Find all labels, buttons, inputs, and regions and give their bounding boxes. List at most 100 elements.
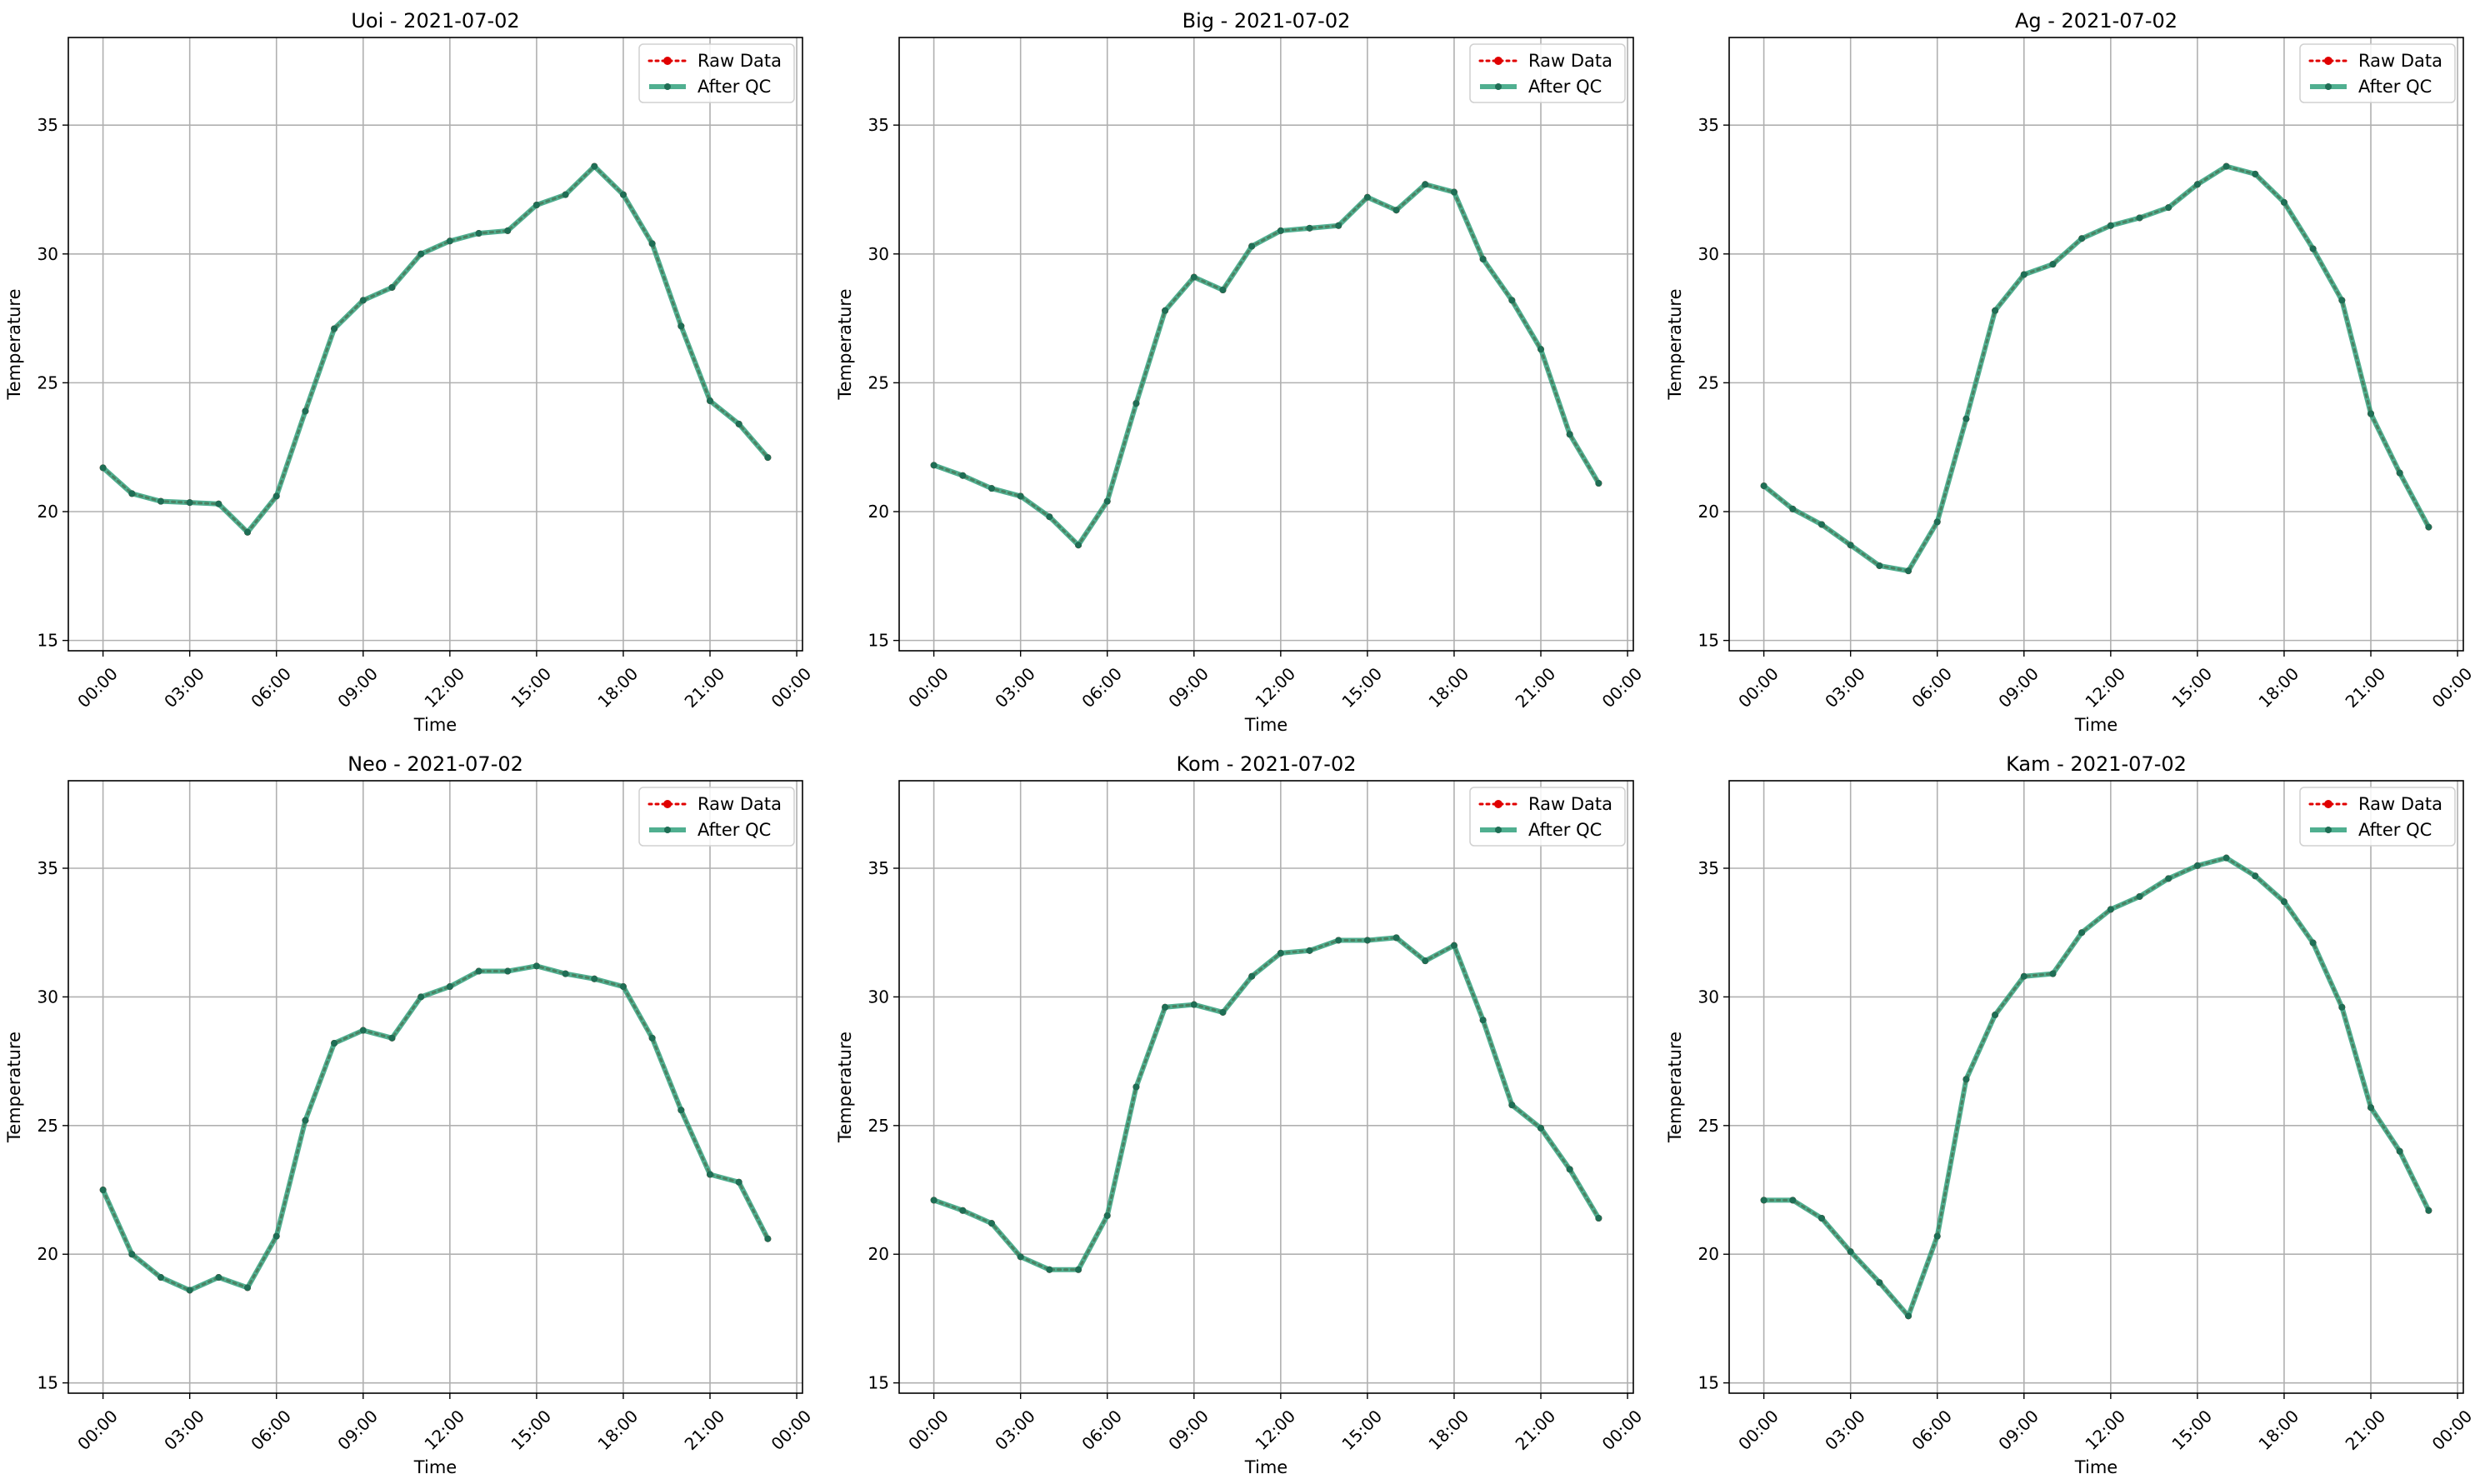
series-raw-data — [1760, 854, 2432, 1320]
after-qc-point — [128, 490, 136, 497]
x-tick-label: 06:00 — [1908, 663, 1956, 712]
x-tick-label: 06:00 — [1908, 1406, 1956, 1454]
raw-data-line — [932, 936, 1600, 1272]
legend-raw-data-marker — [2324, 800, 2332, 808]
after-qc-point — [2425, 1207, 2432, 1214]
after-qc-point — [215, 500, 222, 507]
x-tick-label: 15:00 — [1338, 1406, 1386, 1454]
raw-data-line — [1762, 857, 2430, 1319]
after-qc-point — [157, 1274, 164, 1282]
x-tick-label: 03:00 — [991, 663, 1039, 712]
x-tick-label: 12:00 — [420, 663, 468, 712]
x-axis-label: Time — [413, 1457, 457, 1477]
after-qc-point — [2222, 854, 2230, 862]
after-qc-point — [1760, 1197, 1768, 1204]
after-qc-point — [2280, 198, 2288, 206]
after-qc-point — [359, 1027, 367, 1034]
legend-after-qc-marker — [1495, 827, 1502, 833]
after-qc-point — [1992, 307, 1999, 314]
x-tick-label: 03:00 — [160, 1406, 208, 1454]
axes-frame — [1728, 780, 2464, 1394]
after-qc-point — [1162, 307, 1169, 314]
x-tick-label: 09:00 — [1164, 1406, 1212, 1454]
after-qc-point — [418, 250, 425, 257]
after-qc-point — [1392, 207, 1400, 214]
gridlines — [1729, 37, 2463, 651]
y-axis-label: Temperature — [835, 1032, 855, 1143]
y-tick-label: 30 — [38, 244, 58, 264]
after-qc-point — [2193, 862, 2201, 869]
after-qc-point — [988, 485, 995, 492]
legend-raw-data-marker — [2324, 57, 2332, 65]
legend: Raw Data After QC — [2299, 43, 2456, 103]
x-tick-label: 18:00 — [594, 1406, 642, 1454]
after-qc-point — [1190, 1001, 1198, 1008]
after-qc-point — [2020, 271, 2028, 278]
gridlines — [68, 37, 802, 651]
x-tick-label: 03:00 — [1821, 663, 1869, 712]
y-tick-label: 15 — [1698, 631, 1719, 651]
legend: Raw Data After QC — [2299, 787, 2456, 847]
legend-raw-data-label: Raw Data — [2358, 794, 2442, 814]
after-qc-point — [99, 1187, 107, 1194]
series-raw-data — [930, 934, 1602, 1273]
y-tick-label: 30 — [1698, 987, 1719, 1007]
after-qc-point — [2309, 245, 2317, 252]
after-qc-point — [591, 162, 598, 170]
legend: Raw Data After QC — [1469, 43, 1626, 103]
after-qc-point — [1450, 188, 1458, 196]
chart-title: Ag - 2021-07-02 — [2015, 9, 2178, 32]
after-qc-point — [678, 322, 685, 330]
after-qc-point — [1876, 1279, 1883, 1287]
x-tick-label: 09:00 — [333, 663, 382, 712]
after-qc-point — [2425, 523, 2432, 531]
chart-title: Uoi - 2021-07-02 — [351, 9, 519, 32]
x-tick-label: 12:00 — [2081, 663, 2129, 712]
y-tick-label: 20 — [868, 1244, 889, 1264]
chart-title: Kam - 2021-07-02 — [2006, 752, 2187, 776]
y-tick-label: 25 — [1698, 1116, 1719, 1136]
y-axis-label: Temperature — [4, 1032, 24, 1143]
x-tick-label: 15:00 — [2168, 663, 2216, 712]
after-qc-point — [504, 967, 512, 975]
legend-raw-data-label: Raw Data — [1528, 794, 1612, 814]
after-qc-point — [2368, 410, 2375, 417]
x-tick-label: 21:00 — [1512, 1406, 1560, 1454]
after-qc-point — [1422, 181, 1429, 188]
after-qc-point — [215, 1274, 222, 1282]
after-qc-point — [591, 975, 598, 982]
after-qc-point — [157, 497, 164, 505]
after-qc-point — [1905, 567, 1912, 575]
legend-raw-data-label: Raw Data — [698, 794, 782, 814]
after-qc-point — [532, 202, 540, 209]
legend-after-qc-marker — [664, 827, 671, 833]
legend-after-qc-label: After QC — [698, 820, 771, 840]
after-qc-point — [532, 962, 540, 970]
after-qc-point — [1277, 949, 1284, 957]
after-qc-point — [619, 191, 627, 198]
y-tick-label: 30 — [868, 244, 889, 264]
y-tick-label: 15 — [1698, 1373, 1719, 1393]
after-qc-point — [1103, 1212, 1111, 1219]
chart-title: Big - 2021-07-02 — [1182, 9, 1351, 32]
legend-raw-data-label: Raw Data — [698, 51, 782, 71]
after-qc-point — [764, 1235, 772, 1242]
after-qc-point — [2396, 469, 2403, 477]
after-qc-point — [2078, 235, 2086, 242]
after-qc-point — [1103, 497, 1111, 505]
x-tick-label: 21:00 — [2342, 1406, 2390, 1454]
raw-data-line — [1762, 165, 2430, 572]
legend-after-qc-marker — [2325, 827, 2332, 833]
after-qc-point — [2338, 1003, 2346, 1011]
after-qc-point — [2252, 872, 2259, 880]
after-qc-point — [1248, 242, 1256, 250]
after-qc-point — [388, 283, 396, 291]
axes-frame — [898, 37, 1634, 652]
y-tick-label: 15 — [868, 631, 889, 651]
x-tick-label: 00:00 — [904, 663, 952, 712]
after-qc-point — [1508, 1102, 1516, 1109]
x-tick-label: 15:00 — [1338, 663, 1386, 712]
x-tick-label: 03:00 — [1821, 1406, 1869, 1454]
x-tick-label: 09:00 — [1164, 663, 1212, 712]
after-qc-point — [1789, 1197, 1797, 1204]
